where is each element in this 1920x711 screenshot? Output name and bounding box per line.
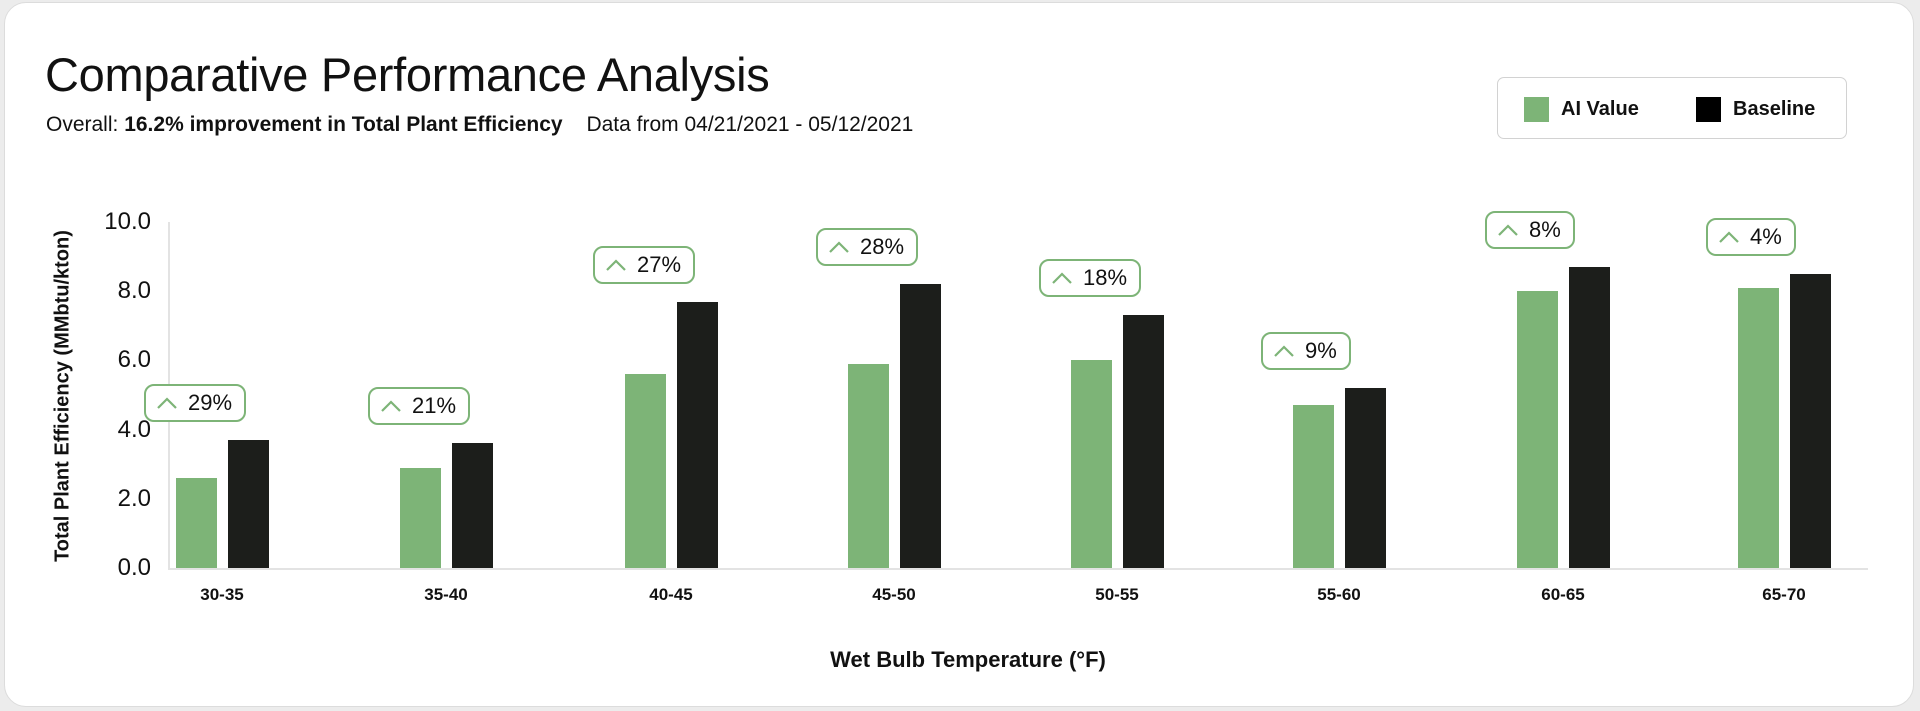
legend-label: Baseline xyxy=(1733,98,1816,120)
improvement-badge: 18% xyxy=(1039,259,1142,298)
plot-area: 29% 21% 27% 28% 18% 9% 8% 4% xyxy=(144,210,1868,570)
improvement-badge: 29% xyxy=(144,383,247,422)
badge-value: 28% xyxy=(860,234,905,260)
chevron-up-icon xyxy=(1719,231,1739,243)
x-tick-label: 30-35 xyxy=(200,585,244,604)
y-axis-title: Total Plant Efficiency (MMbtu/kton) xyxy=(51,230,74,562)
x-tick-label: 55-60 xyxy=(1317,585,1361,604)
bar-baseline[interactable] xyxy=(1569,266,1610,568)
y-tick-label: 0.0 xyxy=(117,554,151,581)
y-tick-label: 8.0 xyxy=(117,277,151,305)
badge-value: 9% xyxy=(1305,338,1337,364)
chevron-up-icon xyxy=(1274,345,1294,357)
improvement-badge: 8% xyxy=(1485,210,1575,249)
bar-ai-value[interactable] xyxy=(400,467,441,568)
badge-value: 8% xyxy=(1529,216,1561,242)
legend-label: AI Value xyxy=(1561,98,1639,120)
bar-ai-value[interactable] xyxy=(1293,405,1334,568)
bar-baseline[interactable] xyxy=(1123,315,1164,568)
chevron-up-icon xyxy=(157,397,177,409)
chevron-up-icon xyxy=(381,400,401,413)
bar-ai-value[interactable] xyxy=(1071,360,1112,568)
legend-swatch-ai-icon xyxy=(1524,97,1549,122)
badge-value: 21% xyxy=(412,393,457,419)
x-tick-label: 45-50 xyxy=(872,585,916,604)
bar-baseline[interactable] xyxy=(228,439,269,568)
y-tick-label: 2.0 xyxy=(117,484,151,512)
badge-value: 18% xyxy=(1083,265,1128,291)
bar-ai-value[interactable] xyxy=(1517,291,1558,568)
chevron-up-icon xyxy=(829,241,849,254)
bar-baseline[interactable] xyxy=(1790,273,1831,568)
improvement-badge: 28% xyxy=(816,228,919,267)
badge-value: 4% xyxy=(1750,223,1782,249)
date-range: Data from 04/21/2021 - 05/12/2021 xyxy=(586,113,914,136)
bar-baseline[interactable] xyxy=(677,301,718,568)
improvement-badge: 4% xyxy=(1706,217,1796,256)
bar-ai-value[interactable] xyxy=(176,478,217,568)
bar-ai-value[interactable] xyxy=(1738,287,1779,568)
improvement-badge: 27% xyxy=(593,245,696,284)
chart-card: Comparative Performance Analysis Overall… xyxy=(4,2,1914,707)
bar-ai-value[interactable] xyxy=(625,374,666,568)
x-tick-label: 60-65 xyxy=(1541,585,1585,604)
x-axis-line xyxy=(168,568,1868,570)
x-tick-label: 50-55 xyxy=(1095,585,1139,604)
badge-value: 27% xyxy=(637,251,682,277)
badge-value: 29% xyxy=(188,389,233,415)
improvement-badge: 9% xyxy=(1261,332,1351,371)
overall-label: Overall: xyxy=(46,113,119,136)
x-axis-title: Wet Bulb Temperature (°F) xyxy=(830,647,1106,672)
x-tick-label: 35-40 xyxy=(424,585,468,604)
legend-swatch-baseline-icon xyxy=(1696,97,1721,122)
x-tick-label: 65-70 xyxy=(1762,585,1806,604)
legend-item-ai-value[interactable]: AI Value xyxy=(1524,97,1639,122)
improvement-badge: 21% xyxy=(368,387,471,426)
legend-item-baseline[interactable]: Baseline xyxy=(1696,97,1815,122)
bar-baseline[interactable] xyxy=(1345,388,1386,568)
y-tick-label: 10.0 xyxy=(104,208,151,235)
y-tick-label: 4.0 xyxy=(117,415,151,443)
subtitle: Overall: 16.2% improvement in Total Plan… xyxy=(46,113,913,137)
page-title: Comparative Performance Analysis xyxy=(45,48,770,101)
bar-baseline[interactable] xyxy=(900,284,941,568)
x-tick-label: 40-45 xyxy=(649,585,693,604)
y-tick-label: 6.0 xyxy=(117,346,151,374)
bar-baseline[interactable] xyxy=(452,443,493,568)
chevron-up-icon xyxy=(1052,272,1072,285)
chevron-up-icon xyxy=(1498,224,1518,236)
chart-legend: AI Value Baseline xyxy=(1497,77,1847,139)
bar-ai-value[interactable] xyxy=(848,363,889,568)
chevron-up-icon xyxy=(606,259,626,271)
overall-value: 16.2% improvement in Total Plant Efficie… xyxy=(124,113,563,136)
